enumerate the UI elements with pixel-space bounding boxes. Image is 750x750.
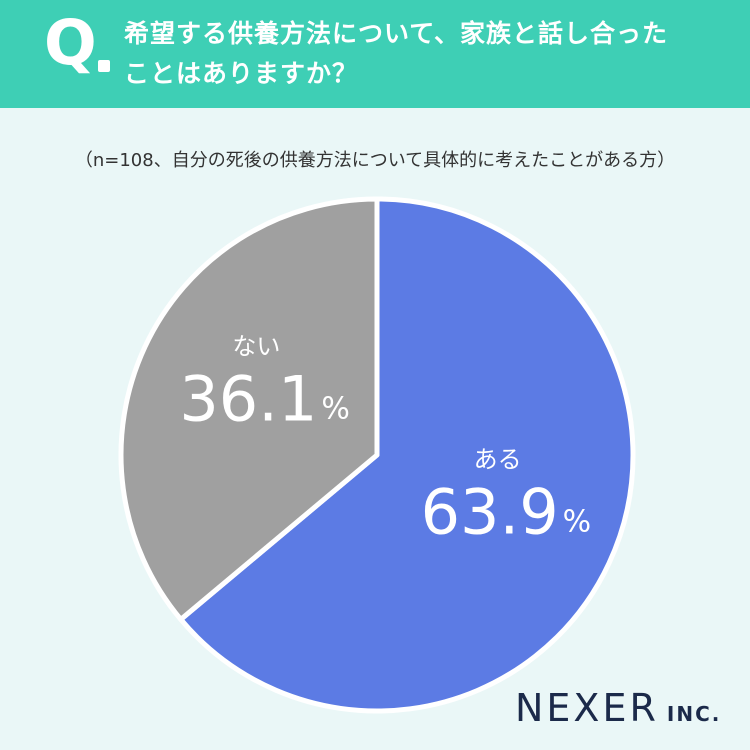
slice-label-1: ない <box>232 333 280 361</box>
slice-unit-0: % <box>563 504 592 539</box>
sample-note: （n=108、自分の死後の供養方法について具体的に考えたことがある方） <box>74 150 676 171</box>
question-header: Q 希望する供養方法について、家族と話し合った ことはありますか？ <box>0 0 750 108</box>
slice-unit-1: % <box>321 392 350 427</box>
question-line-2: ことはありますか？ <box>124 59 359 88</box>
question-line-1: 希望する供養方法について、家族と話し合った <box>124 19 669 48</box>
logo-main: NEXER <box>515 686 659 730</box>
question-text: 希望する供養方法について、家族と話し合った ことはありますか？ <box>124 14 724 94</box>
logo-suffix: INC. <box>666 702 722 726</box>
nexer-logo: NEXER INC. <box>515 686 721 730</box>
pie-slice-0 <box>178 196 636 714</box>
pie-slice-1 <box>118 196 380 622</box>
slice-value-1: 36.1 <box>179 363 317 436</box>
q-label: Q <box>44 6 97 79</box>
slice-value-0: 63.9 <box>421 475 559 548</box>
slice-label-0: ある <box>474 445 522 473</box>
q-dot <box>98 60 110 72</box>
